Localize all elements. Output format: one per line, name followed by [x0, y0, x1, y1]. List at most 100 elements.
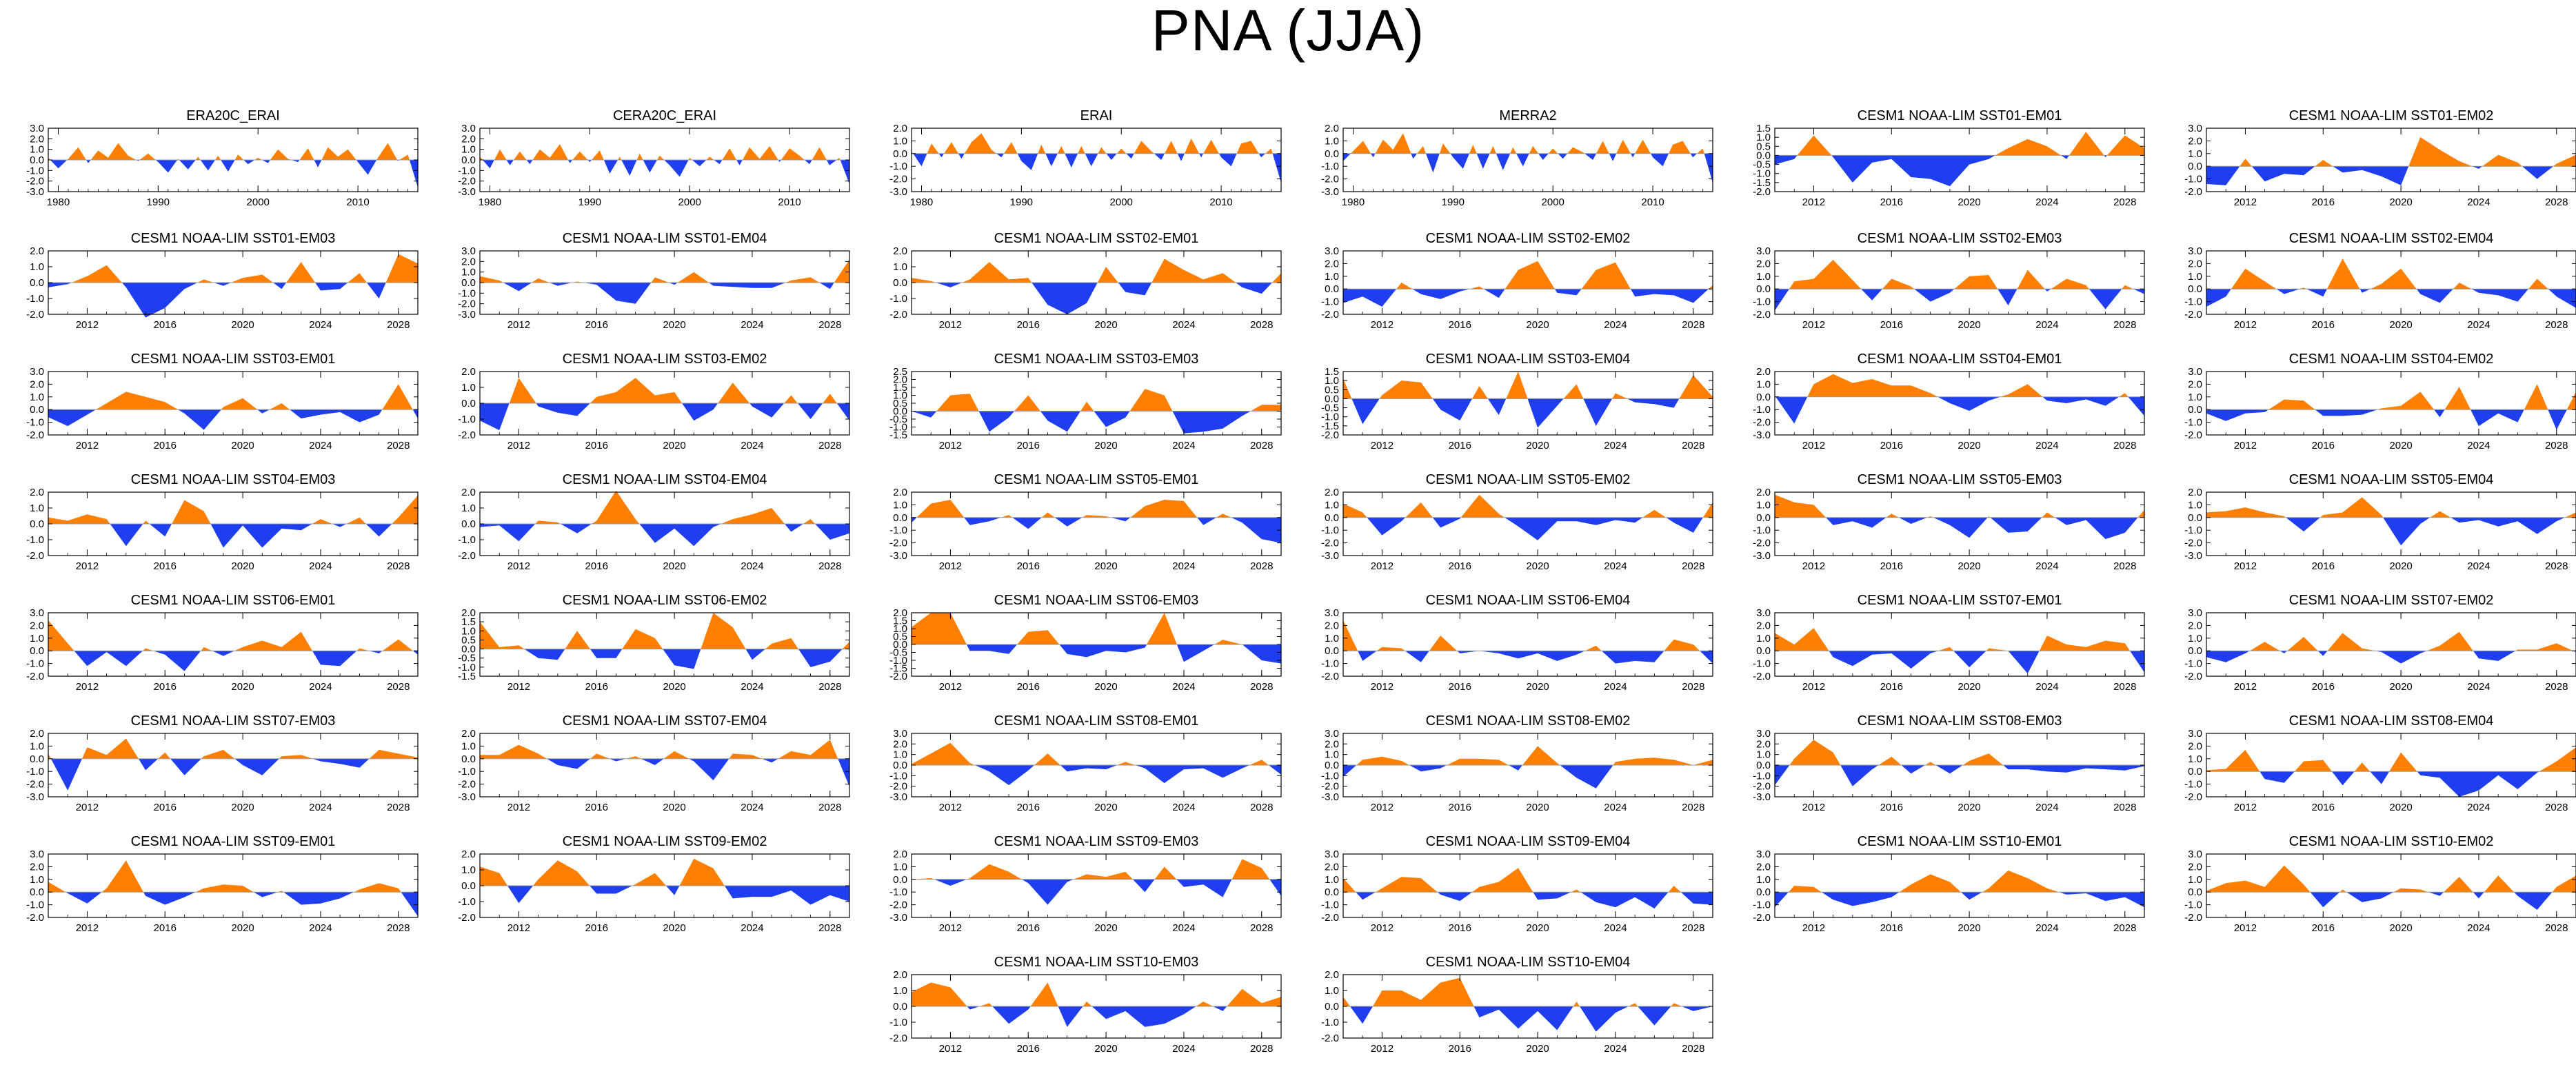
- panel-title: CESM1 NOAA-LIM SST07-EM03: [131, 713, 336, 729]
- y-tick-label: -2.0: [458, 912, 476, 924]
- y-tick-label: -1.0: [1753, 296, 1771, 308]
- x-tick-label: 2012: [507, 681, 530, 693]
- x-tick-label: 2024: [741, 922, 763, 934]
- y-tick-label: 1.0: [1756, 499, 1771, 511]
- y-tick-label: 0.5: [461, 634, 476, 646]
- x-tick-label: 2020: [1526, 440, 1549, 451]
- y-tick-label: -1.0: [1321, 296, 1339, 308]
- x-tick-label: 2010: [778, 196, 801, 208]
- y-tick-label: 1.0: [1756, 378, 1771, 390]
- positive-area: [48, 143, 418, 160]
- y-tick-label: -2.0: [26, 429, 44, 441]
- plot-frame: [2206, 250, 2576, 315]
- y-tick-label: -2.0: [889, 781, 907, 793]
- panel: CESM1 NOAA-LIM SST04-EM01 2.01.0 0.0-1.0-2…: [1753, 352, 2145, 451]
- panel: CESM1 NOAA-LIM SST03-EM01 3.02.0 1.00.0-1.…: [26, 352, 419, 451]
- x-tick-label: 2016: [585, 440, 608, 451]
- x-tick-label: 2024: [2035, 440, 2058, 451]
- x-tick-label: 2024: [741, 681, 763, 693]
- y-tick-label: 0.0: [893, 512, 907, 524]
- y-tick-label: 2.0: [1325, 861, 1339, 873]
- x-tick-label: 2012: [1371, 440, 1393, 451]
- y-tick-label: 1.0: [2188, 633, 2202, 644]
- y-tick-label: 0.0: [893, 639, 907, 651]
- positive-area: [912, 613, 1281, 644]
- y-tick-label: -2.0: [1753, 538, 1771, 549]
- y-tick-label: -1.0: [26, 417, 44, 429]
- y-tick-label: 2.0: [2188, 620, 2202, 631]
- plot-frame: [48, 371, 419, 436]
- y-tick-label: 1.0: [893, 499, 907, 511]
- positive-area: [1343, 372, 1713, 399]
- x-tick-label: 2020: [2389, 922, 2412, 934]
- negative-area: [912, 283, 1281, 314]
- plot-frame: [1774, 250, 2145, 315]
- x-tick-label: 2024: [309, 681, 332, 693]
- y-tick-label: -1.0: [26, 900, 44, 911]
- x-tick-label: 2012: [1371, 802, 1393, 813]
- x-tick-label: 2020: [1958, 802, 1980, 813]
- y-tick-label: 1.0: [893, 985, 907, 997]
- y-tick-label: 1.0: [893, 749, 907, 761]
- x-tick-label: 2000: [1542, 196, 1564, 208]
- x-tick-label: 2028: [818, 440, 841, 451]
- x-tick-label: 2020: [1094, 319, 1117, 331]
- panel-title: CESM1 NOAA-LIM SST05-EM04: [2289, 472, 2494, 487]
- y-tick-label: 0.0: [1756, 886, 1771, 898]
- y-tick-label: 1.0: [1756, 749, 1771, 761]
- x-tick-label: 2024: [2035, 319, 2058, 331]
- x-tick-label: 2028: [1250, 319, 1273, 331]
- x-tick-label: 2028: [2113, 319, 2136, 331]
- x-tick-label: 2020: [2389, 802, 2412, 813]
- y-tick-label: 3.0: [2188, 245, 2202, 257]
- negative-area: [2206, 517, 2576, 546]
- panel-title: CESM1 NOAA-LIM SST06-EM04: [1426, 593, 1631, 608]
- negative-area: [912, 411, 1281, 434]
- positive-area: [1775, 374, 2144, 397]
- plot-frame: [1774, 853, 2145, 918]
- x-tick-label: 2016: [1449, 681, 1471, 693]
- x-tick-label: 2024: [1172, 922, 1195, 934]
- x-tick-label: 2020: [1958, 560, 1980, 572]
- y-tick-label: -1.0: [1753, 658, 1771, 670]
- y-tick-label: -1.5: [1321, 420, 1339, 432]
- positive-area: [1343, 261, 1713, 289]
- y-tick-label: -1.0: [2184, 779, 2202, 791]
- x-tick-label: 2016: [154, 560, 177, 572]
- x-tick-label: 2016: [154, 802, 177, 813]
- panel: CESM1 NOAA-LIM SST05-EM02 2.01.00.0-1.0 -2…: [1321, 472, 1713, 572]
- panel: CESM1 NOAA-LIM SST03-EM04 1.51.00.50.0-0.…: [1321, 352, 1713, 451]
- positive-area: [480, 613, 849, 649]
- positive-area: [48, 860, 418, 893]
- positive-area: [48, 384, 418, 410]
- x-tick-label: 2016: [1449, 1043, 1471, 1055]
- x-tick-label: 2020: [1526, 681, 1549, 693]
- panel-title: CESM1 NOAA-LIM SST05-EM03: [1858, 472, 2062, 487]
- y-tick-label: -1.0: [458, 414, 476, 425]
- panel-title: MERRA2: [1499, 108, 1556, 123]
- y-tick-label: 0.0: [1325, 1001, 1339, 1013]
- y-tick-label: 0.0: [893, 874, 907, 886]
- y-tick-label: 2.0: [893, 607, 907, 619]
- x-tick-label: 2020: [231, 802, 254, 813]
- positive-area: [912, 389, 1281, 411]
- x-tick-label: 2016: [154, 440, 177, 451]
- x-tick-label: 2028: [818, 560, 841, 572]
- y-tick-label: 0.0: [1756, 392, 1771, 403]
- plot-frame: [2206, 128, 2576, 192]
- x-tick-label: 2028: [2545, 560, 2568, 572]
- x-tick-label: 2028: [1682, 1043, 1704, 1055]
- panel-title: ERA20C_ERAI: [186, 108, 280, 123]
- negative-area: [1775, 289, 2144, 311]
- x-tick-label: 2028: [1682, 802, 1704, 813]
- y-tick-label: 0.0: [893, 1001, 907, 1013]
- panel-title: ERAI: [1080, 108, 1113, 123]
- x-tick-label: 2024: [2035, 922, 2058, 934]
- panel-title: CESM1 NOAA-LIM SST07-EM01: [1858, 593, 2062, 608]
- plot-frame: [911, 853, 1282, 918]
- x-tick-label: 2024: [309, 560, 332, 572]
- x-tick-label: 2000: [1110, 196, 1133, 208]
- x-tick-label: 2024: [2467, 440, 2490, 451]
- x-tick-label: 2012: [1371, 319, 1393, 331]
- y-tick-label: 1.0: [461, 144, 476, 156]
